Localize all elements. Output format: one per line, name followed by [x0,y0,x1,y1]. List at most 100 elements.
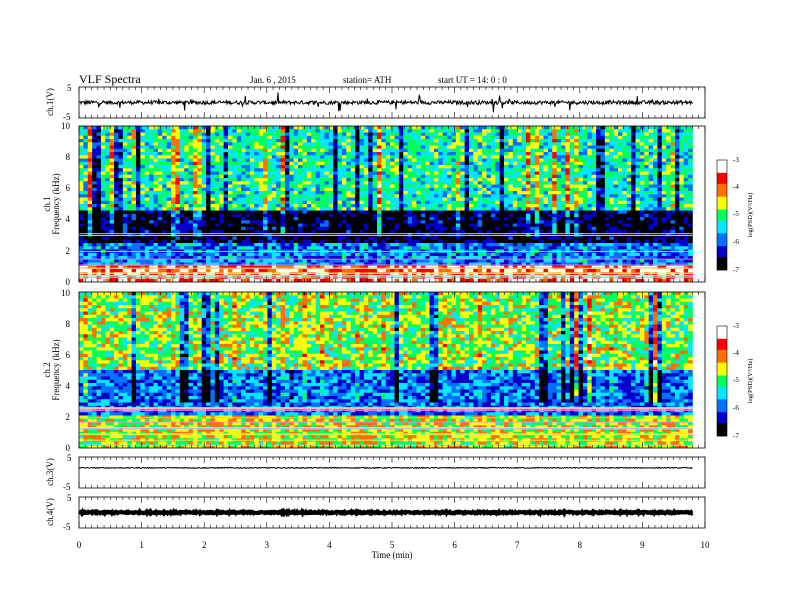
ch1-spectrogram-cell [320,236,325,241]
ch1-spectrogram-cell [394,145,400,150]
ch1-spectrogram-cell [407,187,413,192]
ch1-spectrogram-cell [425,139,430,143]
ch1-spectrogram-cell [517,194,522,198]
ch1-spectrogram-cell [328,262,334,267]
ch1-spectrogram-cell [232,187,238,192]
ch1-spectrogram-cell [249,200,255,205]
ch1-spectrogram-cell [171,272,176,276]
ch1-spectrogram-cell [166,135,172,140]
ch1-spectrogram-cell [442,272,448,276]
ch1-spectrogram-cell [280,171,286,176]
ch1-spectrogram-cell [464,161,470,166]
ch1-spectrogram-cell [92,191,97,195]
ch1-spectrogram-cell [271,226,277,231]
ch1-spectrogram-cell [206,213,211,218]
ch1-spectrogram-cell [490,217,496,221]
ch1-spectrogram-cell [372,269,378,273]
ch1-spectrogram-cell [328,178,334,182]
ch1-spectrogram-cell [477,262,483,267]
ch1-spectrogram-cell [490,197,496,202]
ch1-spectrogram-cell [508,259,514,263]
ch1-spectrogram-cell [504,145,509,150]
ch1-spectrogram-cell [403,174,408,179]
ch1-spectrogram-cell [109,200,115,205]
ch1-spectrogram-cell [403,239,408,244]
ch1-spectrogram-cell [359,259,365,263]
ch1-spectrogram-cell [473,139,479,143]
ch1-spectrogram-cell [341,204,347,208]
ch1-spectrogram-cell [140,272,146,276]
ch1-spectrogram-cell [293,181,299,185]
ch1-spectrogram-cell [227,165,233,169]
ch1-spectrogram-cell [96,265,102,270]
ch1-spectrogram-cell [320,142,325,146]
ch1-spectrogram-cell [350,256,356,260]
ch1-spectrogram-cell [504,171,509,176]
ch1-spectrogram-cell [179,220,185,224]
ch1-spectrogram-cell [398,135,404,140]
ch1-spectrogram-cell [425,191,430,195]
ch1-spectrogram-cell [184,161,189,166]
ch1-spectrogram-cell [368,230,373,234]
ch1-spectrogram-cell [407,158,413,163]
ch1-spectrogram-cell [96,230,102,234]
ch1-spectrogram-cell [192,197,198,202]
ch1-spectrogram-cell [284,223,290,228]
ch1-spectrogram-cell [425,210,430,215]
ch1-spectrogram-cell [284,148,290,153]
ch1-spectrogram-cell [223,152,229,156]
ch1-spectrogram-cell [504,200,509,205]
ch1-spectrogram-cell [311,269,316,273]
ch1-spectrogram-cell [521,269,527,273]
ch1-spectrogram-cell [504,278,509,282]
ch1-spectrogram-cell [188,262,194,267]
ch1-spectrogram-cell [359,220,365,224]
ch1-spectrogram-cell [433,259,439,263]
ch1-spectrogram-cell [197,236,202,241]
ch1-spectrogram-cell [140,269,146,273]
ch1-spectrogram-cell [144,256,150,260]
ch1-spectrogram-cell [254,174,259,179]
ch1-spectrogram-cell [127,184,132,189]
ch1-spectrogram-cell [118,220,124,224]
ch1-spectrogram-cell [477,272,483,276]
ch1-spectrogram-cell [420,220,426,224]
ch1-spectrogram-cell [157,256,163,260]
ch1-spectrogram-cell [460,226,465,231]
ch1-spectrogram-cell [482,129,487,133]
ch1-spectrogram-cell [337,152,343,156]
ch1-spectrogram-cell [284,187,290,192]
ch1-spectrogram-cell [293,239,299,244]
ch1-spectrogram-cell [184,226,189,231]
ch1-spectrogram-cell [350,200,356,205]
ch1-spectrogram-cell [464,243,470,247]
ch1-spectrogram-cell [403,236,408,241]
ch1-spectrogram-cell [346,204,351,208]
ch1-spectrogram-cell [363,187,369,192]
ch1-spectrogram-cell [333,181,338,185]
ch1-spectrogram-cell [429,236,435,241]
ch1-spectrogram-cell [477,213,483,218]
ch1-spectrogram-cell [455,191,461,195]
ch1-spectrogram-cell [368,152,373,156]
ch1-spectrogram-cell [210,207,216,211]
ch1-spectrogram-cell [236,252,242,257]
ch1-spectrogram-cell [135,184,141,189]
ch1-spectrogram-cell [455,126,461,130]
ch1-spectrogram-cell [166,213,172,218]
ch1-spectrogram-cell [114,178,119,182]
ch1-spectrogram-cell [359,213,365,218]
ch1-spectrogram-cell [447,171,452,176]
ch1-spectrogram-cell [473,243,479,247]
ch1-spectrogram-cell [197,139,202,143]
ch1-spectrogram-cell [341,239,347,244]
ch1-spectrogram-cell [525,152,531,156]
ch1-spectrogram-cell [451,139,457,143]
ch1-spectrogram-cell [390,184,395,189]
ch1-spectrogram-cell [482,178,487,182]
ch1-spectrogram-cell [249,262,255,267]
ch1-spectrogram-cell [333,207,338,211]
ch1-spectrogram-cell [302,278,308,282]
ch1-spectrogram-cell [350,223,356,228]
ch1-spectrogram-cell [289,168,295,172]
